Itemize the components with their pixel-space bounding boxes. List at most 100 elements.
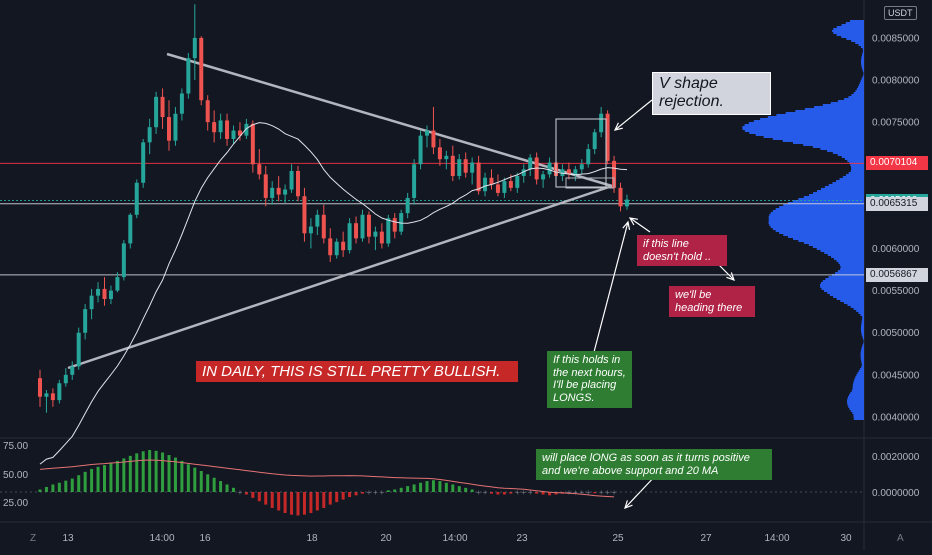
- volume-bar: [820, 286, 864, 288]
- candle-body: [490, 178, 494, 185]
- volume-bar: [861, 348, 864, 350]
- volume-bar: [863, 50, 864, 52]
- volume-bar: [851, 170, 864, 172]
- volume-bar: [795, 110, 864, 112]
- time-tick: 14:00: [764, 533, 789, 544]
- candle-body: [232, 131, 236, 139]
- time-tick: 16: [199, 533, 211, 544]
- volume-bar: [821, 282, 864, 284]
- volume-bar: [809, 244, 864, 246]
- osc-bar: [174, 458, 177, 492]
- annotation-daily: IN DAILY, THIS IS STILL PRETTY BULLISH.: [196, 361, 518, 382]
- osc-bar: [193, 468, 196, 492]
- time-tick: 18: [306, 533, 318, 544]
- time-tick: 20: [380, 533, 392, 544]
- arrow-v-shape: [615, 100, 652, 130]
- volume-bar: [863, 52, 864, 54]
- volume-bar: [854, 380, 864, 382]
- volume-bar: [814, 106, 864, 108]
- candle-body: [509, 181, 513, 188]
- candle-body: [586, 149, 590, 164]
- volume-bar: [783, 204, 864, 206]
- volume-bar: [851, 306, 864, 308]
- volume-bar: [861, 358, 864, 360]
- osc-bar: [503, 492, 506, 495]
- candle-body: [470, 163, 474, 173]
- volume-bar: [813, 246, 864, 248]
- candle-body: [90, 296, 94, 309]
- candle-body: [341, 242, 345, 250]
- osc-bar: [71, 479, 74, 492]
- candle-body: [496, 184, 500, 192]
- volume-bar: [858, 372, 864, 374]
- osc-bar: [348, 492, 351, 497]
- candle-body: [173, 114, 177, 141]
- price-level-tag: 0.0065315: [866, 197, 928, 211]
- candle-body: [251, 124, 255, 164]
- volume-bar: [817, 248, 864, 250]
- osc-right-tick: 0.0020000: [872, 452, 920, 463]
- candle-body: [477, 163, 481, 192]
- volume-bar: [852, 412, 864, 414]
- volume-bar: [742, 126, 864, 128]
- osc-bar: [471, 489, 474, 492]
- osc-bar: [39, 489, 42, 492]
- volume-bar: [783, 140, 864, 142]
- candle-body: [515, 176, 519, 188]
- candle-body: [44, 393, 48, 396]
- candle-body: [148, 127, 152, 142]
- volume-bar: [838, 154, 864, 156]
- volume-bar: [760, 118, 864, 120]
- candle-body: [57, 383, 61, 400]
- zoom-icon[interactable]: Z: [30, 533, 36, 544]
- volume-bar: [862, 316, 864, 318]
- candle-body: [219, 120, 223, 132]
- volume-bar: [769, 220, 864, 222]
- volume-bar: [844, 98, 864, 100]
- osc-bar: [219, 481, 222, 492]
- volume-bar: [831, 102, 864, 104]
- candle-body: [206, 100, 210, 122]
- volume-bar: [798, 198, 864, 200]
- currency-badge[interactable]: USDT: [884, 6, 917, 20]
- volume-bar: [837, 26, 864, 28]
- candle-body: [367, 215, 371, 237]
- osc-bar: [84, 472, 87, 492]
- volume-bar: [863, 70, 864, 72]
- candle-body: [548, 163, 552, 175]
- price-tick: 0.0050000: [872, 328, 920, 339]
- osc-bar: [335, 492, 338, 502]
- osc-bar: [451, 484, 454, 492]
- volume-bar: [847, 160, 864, 162]
- volume-bar: [776, 208, 864, 210]
- volume-bar: [833, 152, 864, 154]
- volume-bar: [769, 214, 864, 216]
- volume-bar: [861, 324, 864, 326]
- osc-bar: [290, 492, 293, 515]
- osc-bar: [77, 475, 80, 492]
- annotation-heading: we'll be heading there: [669, 286, 755, 317]
- candle-body: [257, 164, 261, 174]
- volume-bar: [861, 350, 864, 352]
- osc-bar: [122, 458, 125, 492]
- volume-bar: [847, 402, 864, 404]
- candle-body: [128, 215, 132, 244]
- volume-bar: [776, 230, 864, 232]
- candle-body: [193, 38, 197, 58]
- volume-bar: [788, 236, 864, 238]
- volume-bar: [840, 268, 864, 270]
- osc-cross: +: [367, 488, 372, 497]
- price-tick: 0.0045000: [872, 370, 920, 381]
- volume-bar: [857, 88, 864, 90]
- volume-bar: [842, 156, 864, 158]
- volume-bar: [861, 58, 864, 60]
- volume-bar: [827, 150, 864, 152]
- volume-bar: [862, 364, 864, 366]
- auto-scale-icon[interactable]: A: [897, 533, 904, 544]
- osc-bar: [387, 490, 390, 492]
- volume-bar: [863, 74, 864, 76]
- time-tick: 14:00: [442, 533, 467, 544]
- volume-bar: [862, 68, 864, 70]
